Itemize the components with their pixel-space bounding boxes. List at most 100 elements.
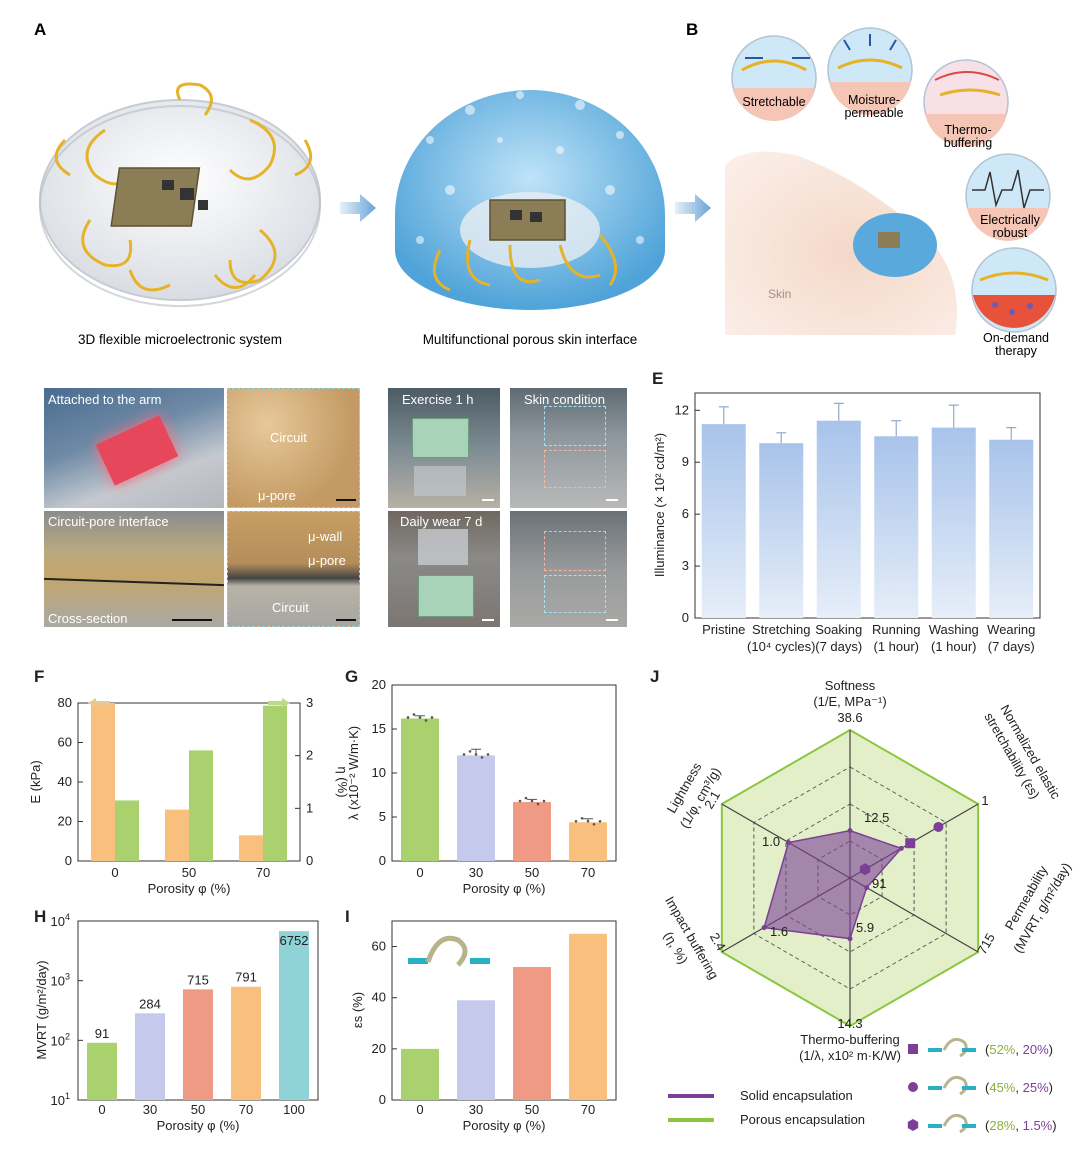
x-tick-label-e: (7 days) [815, 639, 862, 654]
bar-e [701, 424, 746, 618]
data-dot-g [406, 716, 410, 719]
y-tick-exponent-h: 2 [65, 1031, 70, 1041]
y-tick-label-h: 104 [51, 912, 70, 929]
legend-marker-label: (45%, 25%) [985, 1080, 1053, 1095]
legend-pad-icon [928, 1086, 942, 1090]
feature-circle-stretchable [731, 35, 817, 121]
bar-f-eta [263, 705, 287, 861]
photo-skin-condition-2 [510, 511, 627, 627]
y-axis-label-g: λ (x10⁻² W/m·K) [346, 726, 361, 820]
y-tick-label-e: 3 [682, 558, 689, 573]
photo-cross-section [44, 511, 224, 627]
y-tick-label-right-f: 0 [306, 853, 313, 868]
radar-axis-label: Softness [825, 678, 876, 693]
bar-e [989, 439, 1034, 618]
radar-solid-point [761, 925, 767, 931]
radar-axis-label: Thermo-buffering [800, 1032, 899, 1047]
skin-shoulder [725, 151, 957, 335]
y-tick-label-f: 60 [58, 735, 72, 750]
bar-e [931, 427, 976, 618]
label-circuit-2: Circuit [272, 600, 309, 615]
x-axis-label-g: Porosity φ (%) [463, 881, 546, 896]
bar-e [816, 420, 861, 618]
photo-skin-condition-1 [510, 388, 627, 508]
legend-spring-icon [942, 1113, 968, 1134]
panel-label-j: J [650, 667, 659, 686]
data-dot-g [430, 716, 434, 719]
data-dot-g [474, 753, 478, 756]
x-tick-label-e: Pristine [702, 622, 745, 637]
y-tick-label-h: 103 [51, 972, 70, 989]
inset-pad-right-icon [470, 958, 490, 964]
legend-pad-icon [962, 1124, 976, 1128]
y-tick-label-f: 80 [58, 695, 72, 710]
legend-label: Solid encapsulation [740, 1088, 853, 1103]
panel-a-b-illustrations: A 3D flexible microelectronic system [34, 20, 1057, 358]
data-dot-g [574, 819, 578, 823]
x-tick-label-h: 0 [98, 1102, 105, 1117]
y-tick-label-e: 6 [682, 506, 689, 521]
photo-circuit-pores [227, 388, 360, 508]
feature-label-therapy-line1: On-demand [983, 331, 1049, 345]
radar-axis-max: 1 [981, 793, 988, 808]
skin-label: Skin [768, 287, 791, 301]
bar-e [874, 436, 919, 618]
y-tick-label-i: 60 [372, 939, 386, 954]
legend-porosity: 28% [989, 1118, 1015, 1133]
legend-strain: 20% [1023, 1042, 1049, 1057]
data-dot-g [536, 802, 540, 806]
y-tick-label-i: 20 [372, 1041, 386, 1056]
bar-f-eta [189, 750, 213, 861]
radar-axis-max: 14.3 [837, 1016, 862, 1031]
data-dot-g [592, 822, 596, 826]
feature-label-thermo-line2: buffering [944, 136, 992, 150]
y-tick-label-i: 0 [379, 1092, 386, 1107]
y-tick-exponent-h: 3 [65, 972, 70, 982]
label-exercise: Exercise 1 h [402, 392, 474, 407]
bar-h [279, 931, 309, 1100]
data-dot-g [542, 799, 546, 803]
x-tick-label-e: (10⁴ cycles) [747, 639, 815, 654]
x-tick-label-f: 70 [256, 865, 270, 880]
panel-label-i: I [345, 907, 350, 926]
bar-g [457, 755, 495, 861]
x-tick-label-e: Stretching [752, 622, 811, 637]
marker-square-icon [905, 838, 916, 849]
arrow-icon [340, 194, 376, 222]
y-tick-label-right-f: 2 [306, 748, 313, 763]
y-tick-label-f: 0 [65, 853, 72, 868]
data-dot-g [462, 753, 466, 756]
panel-label-h: H [34, 907, 46, 926]
y-axis-label-i: εs (%) [350, 992, 365, 1028]
feature-label-stretchable-line: Stretchable [742, 95, 805, 109]
x-tick-label-i: 50 [525, 1102, 539, 1117]
right-axis-arrow-icon [268, 698, 290, 708]
legend-pad-icon [928, 1124, 942, 1128]
x-tick-label-e: Washing [929, 622, 979, 637]
x-tick-label-h: 30 [143, 1102, 157, 1117]
data-label-h: 715 [187, 972, 209, 987]
x-tick-label-h: 70 [239, 1102, 253, 1117]
radar-axis-label: (1/λ, x10² m·K/W) [799, 1048, 901, 1063]
y-axis-label-f: E (kPa) [28, 760, 43, 803]
legend-porosity: 45% [989, 1080, 1015, 1095]
label-uwall: μ-wall [308, 529, 343, 544]
bar-g [569, 822, 607, 861]
legend-pad-icon [928, 1048, 942, 1052]
x-tick-label-e: Wearing [987, 622, 1035, 637]
panel-label-b: B [686, 20, 698, 39]
y-tick-label-e: 0 [682, 610, 689, 625]
label-circuit-pore-interface: Circuit-pore interface [48, 514, 169, 529]
label-circuit: Circuit [270, 430, 307, 445]
feature-label-therapy-line2: therapy [995, 344, 1037, 358]
label-upore-2: μ-pore [308, 553, 346, 568]
bar-h [231, 986, 261, 1100]
legend-close: ) [1052, 1118, 1056, 1133]
x-tick-label-g: 0 [416, 865, 423, 880]
device-on-skin [853, 213, 937, 277]
legend-marker-label: (52%, 20%) [985, 1042, 1053, 1057]
y-tick-exponent-h: 4 [65, 912, 70, 922]
legend-sep: , [1015, 1042, 1022, 1057]
legend-close: ) [1049, 1080, 1053, 1095]
feature-circle-electrically-robust [965, 153, 1051, 241]
